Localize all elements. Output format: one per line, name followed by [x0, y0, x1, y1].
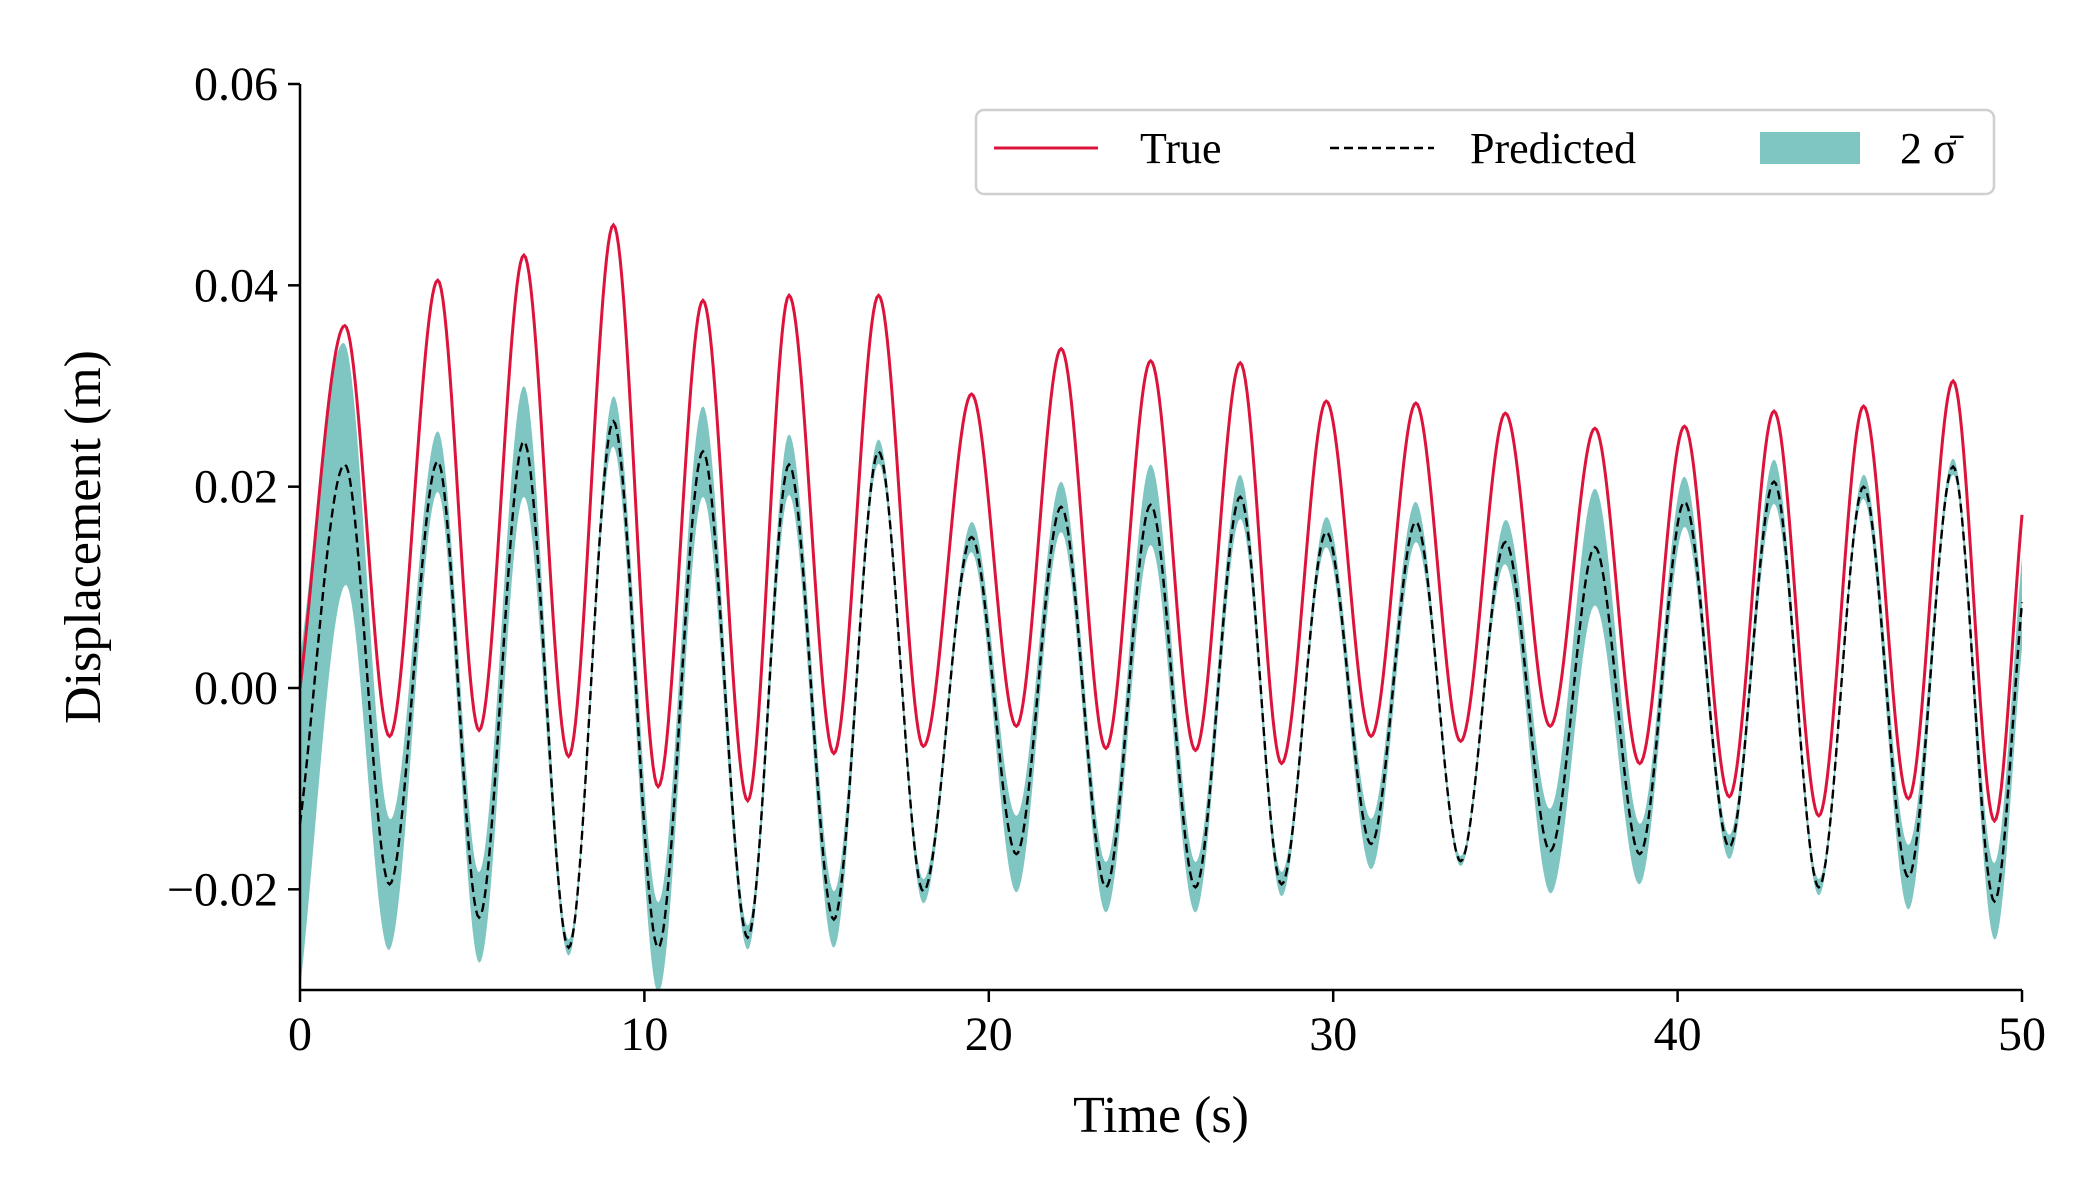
legend-frame	[974, 108, 1996, 196]
y-tick-label: 0.02	[194, 461, 278, 514]
predicted-line	[298, 419, 2024, 950]
x-tick-label: 50	[1998, 1008, 2046, 1061]
y-tick-label: 0.04	[194, 259, 278, 312]
y-tick-label: 0.06	[194, 58, 278, 111]
legend-band-swatch	[1760, 132, 1860, 164]
y-tick-label: −0.02	[167, 863, 278, 916]
legend-true-label: True	[1140, 124, 1222, 173]
y-axis-label: Displacement (m)	[55, 350, 112, 724]
true-line	[298, 222, 2024, 824]
x-ticks: 0 10 20 30 40 50	[288, 990, 2046, 1061]
x-tick-label: 0	[288, 1008, 312, 1061]
x-tick-label: 40	[1654, 1008, 1702, 1061]
y-ticks: −0.02 0.00 0.02 0.04 0.06	[167, 58, 300, 916]
x-axis-label: Time (s)	[1073, 1087, 1249, 1144]
axes: 0 10 20 30 40 50 −0.02 0.00 0.02 0.04 0.06	[167, 58, 2046, 1061]
plot-area	[298, 222, 2024, 991]
uncertainty-band	[300, 342, 2022, 991]
y-tick-label: 0.00	[194, 662, 278, 715]
x-tick-label: 10	[620, 1008, 668, 1061]
legend: True Predicted 2 σ̄	[974, 108, 1996, 196]
legend-band-label: 2 σ̄	[1900, 124, 1964, 173]
legend-predicted-label: Predicted	[1470, 124, 1636, 173]
x-tick-label: 30	[1309, 1008, 1357, 1061]
x-tick-label: 20	[965, 1008, 1013, 1061]
